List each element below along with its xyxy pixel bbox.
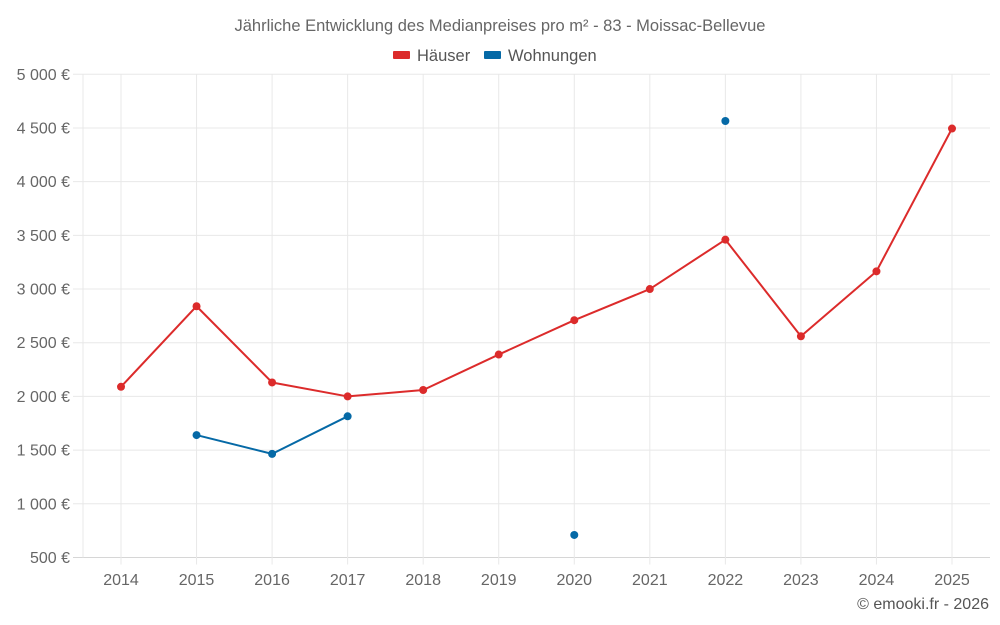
- data-point[interactable]: [192, 431, 201, 440]
- y-gridlines: [73, 73, 990, 558]
- x-tick-label: 2022: [708, 572, 744, 589]
- x-tick-label: 2021: [632, 572, 668, 589]
- chart-title: Jährliche Entwicklung des Medianpreises …: [235, 17, 766, 35]
- data-point[interactable]: [117, 382, 125, 391]
- series-line: [120, 128, 953, 398]
- x-tick-label: 2014: [103, 572, 139, 589]
- data-point[interactable]: [872, 267, 881, 276]
- data-point[interactable]: [570, 316, 579, 325]
- x-tick-label: 2020: [556, 572, 592, 589]
- legend-label: Häuser: [417, 47, 471, 65]
- y-tick-label: 4 000 €: [17, 174, 70, 191]
- x-tick-label: 2024: [859, 572, 895, 589]
- data-point[interactable]: [192, 302, 201, 311]
- x-tick-label: 2016: [254, 572, 290, 589]
- legend-label: Wohnungen: [508, 47, 597, 65]
- x-tick-label: 2017: [330, 572, 366, 589]
- y-tick-label: 500 €: [30, 550, 70, 567]
- data-point[interactable]: [721, 117, 730, 126]
- x-tick-label: 2019: [481, 572, 517, 589]
- x-tick-label: 2015: [179, 572, 215, 589]
- data-point[interactable]: [343, 412, 352, 421]
- legend-item-wohnungen[interactable]: Wohnungen: [484, 47, 597, 65]
- y-axis-ticks: 500 € 1 000 € 1 500 € 2 000 € 2 500 € 3 000 €…: [17, 67, 70, 567]
- y-tick-label: 1 500 €: [17, 443, 70, 460]
- legend-swatch: [484, 51, 501, 59]
- legend-item-haeuser[interactable]: Häuser: [393, 47, 471, 65]
- data-point[interactable]: [494, 350, 503, 359]
- series-wohnungen: [192, 117, 730, 539]
- legend-swatch: [393, 51, 410, 59]
- data-point[interactable]: [796, 332, 805, 341]
- data-point[interactable]: [268, 378, 277, 387]
- x-axis-ticks: 2014 2015 2016 2017 2018 2019 2020 2021 2022 2023…: [103, 572, 970, 589]
- credit-text: © emooki.fr - 2026: [857, 596, 989, 613]
- x-tick-label: 2023: [783, 572, 819, 589]
- y-tick-label: 1 000 €: [17, 496, 70, 513]
- y-tick-label: 3 000 €: [17, 282, 70, 299]
- series-group: [117, 117, 956, 539]
- data-point[interactable]: [570, 530, 579, 539]
- y-tick-label: 5 000 €: [17, 67, 70, 84]
- y-tick-label: 4 500 €: [17, 120, 70, 137]
- data-point[interactable]: [948, 124, 956, 133]
- legend: Häuser Wohnungen: [393, 47, 597, 65]
- x-tick-label: 2025: [934, 572, 970, 589]
- x-tick-label: 2018: [405, 572, 441, 589]
- data-point[interactable]: [343, 392, 352, 401]
- data-point[interactable]: [645, 285, 654, 294]
- series-haeuser: [117, 124, 956, 401]
- y-tick-label: 2 000 €: [17, 389, 70, 406]
- y-tick-label: 3 500 €: [17, 228, 70, 245]
- data-point[interactable]: [721, 235, 730, 244]
- data-point[interactable]: [419, 385, 428, 394]
- data-point[interactable]: [268, 449, 277, 458]
- y-tick-label: 2 500 €: [17, 335, 70, 352]
